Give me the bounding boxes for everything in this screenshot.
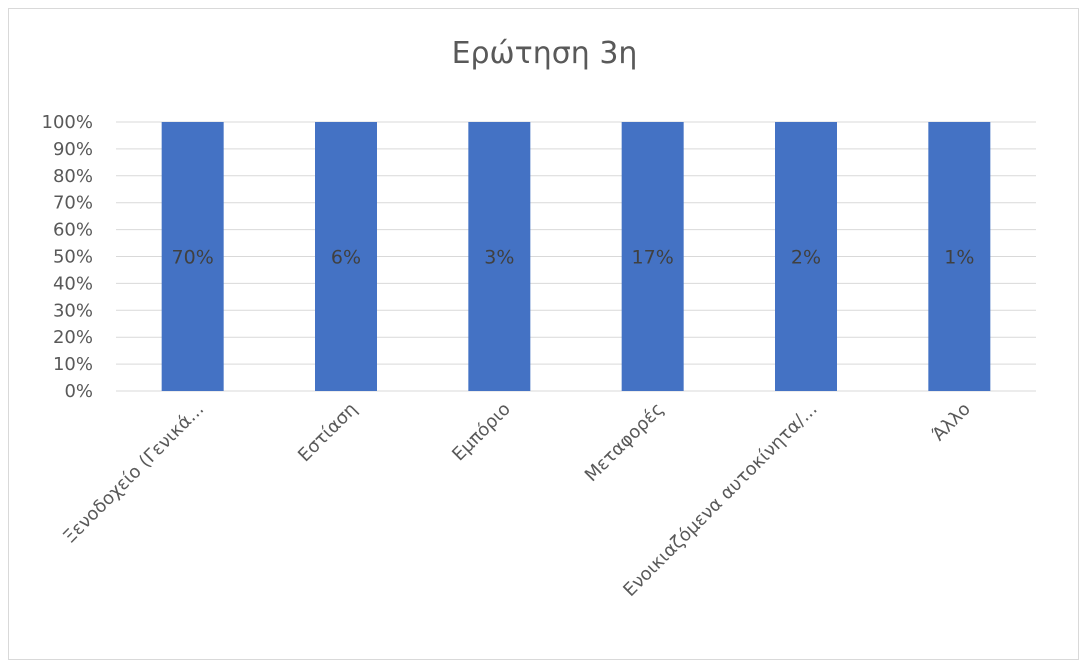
bar — [621, 122, 684, 391]
y-tick-label: 30% — [53, 300, 93, 321]
data-label: 6% — [331, 247, 361, 269]
y-tick-label: 60% — [53, 220, 93, 241]
bar — [161, 122, 224, 391]
bar — [468, 122, 531, 391]
y-tick-label: 90% — [53, 139, 93, 160]
bar — [315, 122, 377, 391]
x-category-label: Εστίαση — [294, 399, 361, 466]
y-tick-label: 80% — [53, 166, 93, 187]
y-tick-label: 20% — [53, 327, 93, 348]
x-category-label: Άλλο — [928, 399, 975, 446]
bar — [775, 122, 837, 391]
y-tick-label: 0% — [64, 381, 93, 402]
bar — [928, 122, 991, 391]
y-tick-label: 70% — [53, 193, 93, 214]
y-tick-label: 100% — [42, 112, 93, 133]
data-label: 70% — [172, 247, 214, 269]
y-tick-label: 10% — [53, 354, 93, 375]
data-label: 3% — [484, 247, 514, 269]
x-category-label: Εμπόριο — [448, 399, 515, 466]
data-label: 1% — [944, 247, 974, 269]
chart-title: Ερώτηση 3η — [451, 36, 638, 71]
y-tick-label: 40% — [53, 273, 93, 294]
x-category-label: Ξενοδοχείο (Γενικά... — [59, 399, 208, 548]
data-label: 17% — [632, 247, 674, 269]
y-tick-label: 50% — [53, 247, 93, 268]
data-label: 2% — [791, 247, 821, 269]
x-category-label: Μεταφορές — [581, 399, 668, 486]
